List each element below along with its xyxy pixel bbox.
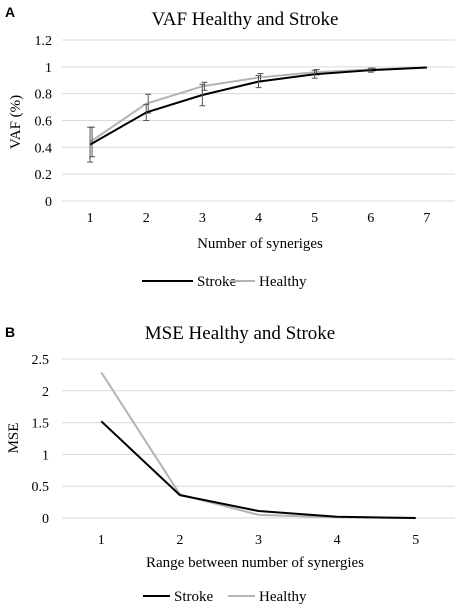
x-tick-label: 3 xyxy=(199,211,206,226)
x-axis-label-vaf: Number of syneriges xyxy=(197,236,323,252)
legend-label-healthy: Healthy xyxy=(259,589,307,605)
chart-panel-vaf: A VAF Healthy and Stroke 00.20.40.60.811… xyxy=(5,4,455,290)
y-tick-labels: 0 0.2 0.4 0.6 0.8 1 1.2 xyxy=(35,34,53,210)
y-axis-label-mse: MSE xyxy=(6,423,22,454)
y-tick-label: 1.5 xyxy=(32,417,50,432)
y-tick-label: 0 xyxy=(45,195,52,210)
x-tick-labels: 1 2 3 4 5 6 7 xyxy=(87,211,431,226)
y-tick-label: 0.6 xyxy=(35,115,53,130)
legend-label-healthy: Healthy xyxy=(259,274,307,290)
y-tick-label: 2.5 xyxy=(32,353,50,368)
y-tick-label: 1.2 xyxy=(35,34,53,49)
y-tick-label: 0 xyxy=(42,512,49,527)
x-tick-label: 5 xyxy=(311,211,318,226)
series-group xyxy=(100,371,416,519)
x-tick-label: 7 xyxy=(423,211,430,226)
series-group xyxy=(87,66,427,163)
y-tick-labels: 0 0.5 1 1.5 2 2.5 xyxy=(32,353,50,527)
legend-label-stroke: Stroke xyxy=(197,274,237,290)
x-tick-label: 2 xyxy=(176,533,183,548)
y-tick-label: 0.2 xyxy=(35,168,53,183)
x-tick-label: 1 xyxy=(87,211,94,226)
x-tick-label: 4 xyxy=(334,533,341,548)
series-line-stroke xyxy=(100,420,416,519)
x-axis-label-mse: Range between number of synergies xyxy=(146,555,364,571)
y-axis-label-vaf: VAF (%) xyxy=(8,95,24,149)
x-tick-label: 2 xyxy=(143,211,150,226)
grid-lines xyxy=(62,39,455,202)
error-bar-stroke xyxy=(143,103,150,121)
series-line-healthy xyxy=(100,371,416,519)
chart-panel-mse: B MSE Healthy and Stroke 0 0.5 1 1.5 2 2.5 1 2… xyxy=(5,323,455,605)
error-bar-stroke xyxy=(255,75,262,89)
y-tick-label: 0.8 xyxy=(35,88,53,103)
x-tick-label: 3 xyxy=(255,533,262,548)
x-tick-labels: 1 2 3 4 5 xyxy=(98,533,419,548)
legend-vaf: Stroke Healthy xyxy=(142,274,307,290)
error-bar-stroke xyxy=(87,126,94,163)
panel-letter-a: A xyxy=(5,4,15,20)
error-bar-stroke xyxy=(199,83,206,107)
legend-mse: Stroke Healthy xyxy=(143,589,307,605)
panel-letter-b: B xyxy=(5,324,15,340)
error-bar-stroke xyxy=(311,69,318,79)
error-bar-stroke xyxy=(367,67,374,73)
y-tick-label: 1 xyxy=(45,61,52,76)
y-tick-label: 0.5 xyxy=(32,480,50,495)
x-tick-label: 6 xyxy=(367,211,374,226)
y-tick-label: 2 xyxy=(42,385,49,400)
y-tick-label: 0.4 xyxy=(35,141,53,156)
x-tick-label: 1 xyxy=(98,533,105,548)
x-tick-label: 4 xyxy=(255,211,262,226)
legend-label-stroke: Stroke xyxy=(174,589,214,605)
y-tick-label: 1 xyxy=(42,448,49,463)
x-tick-label: 5 xyxy=(412,533,419,548)
chart-title-mse: MSE Healthy and Stroke xyxy=(145,323,336,344)
chart-title-vaf: VAF Healthy and Stroke xyxy=(152,9,339,30)
